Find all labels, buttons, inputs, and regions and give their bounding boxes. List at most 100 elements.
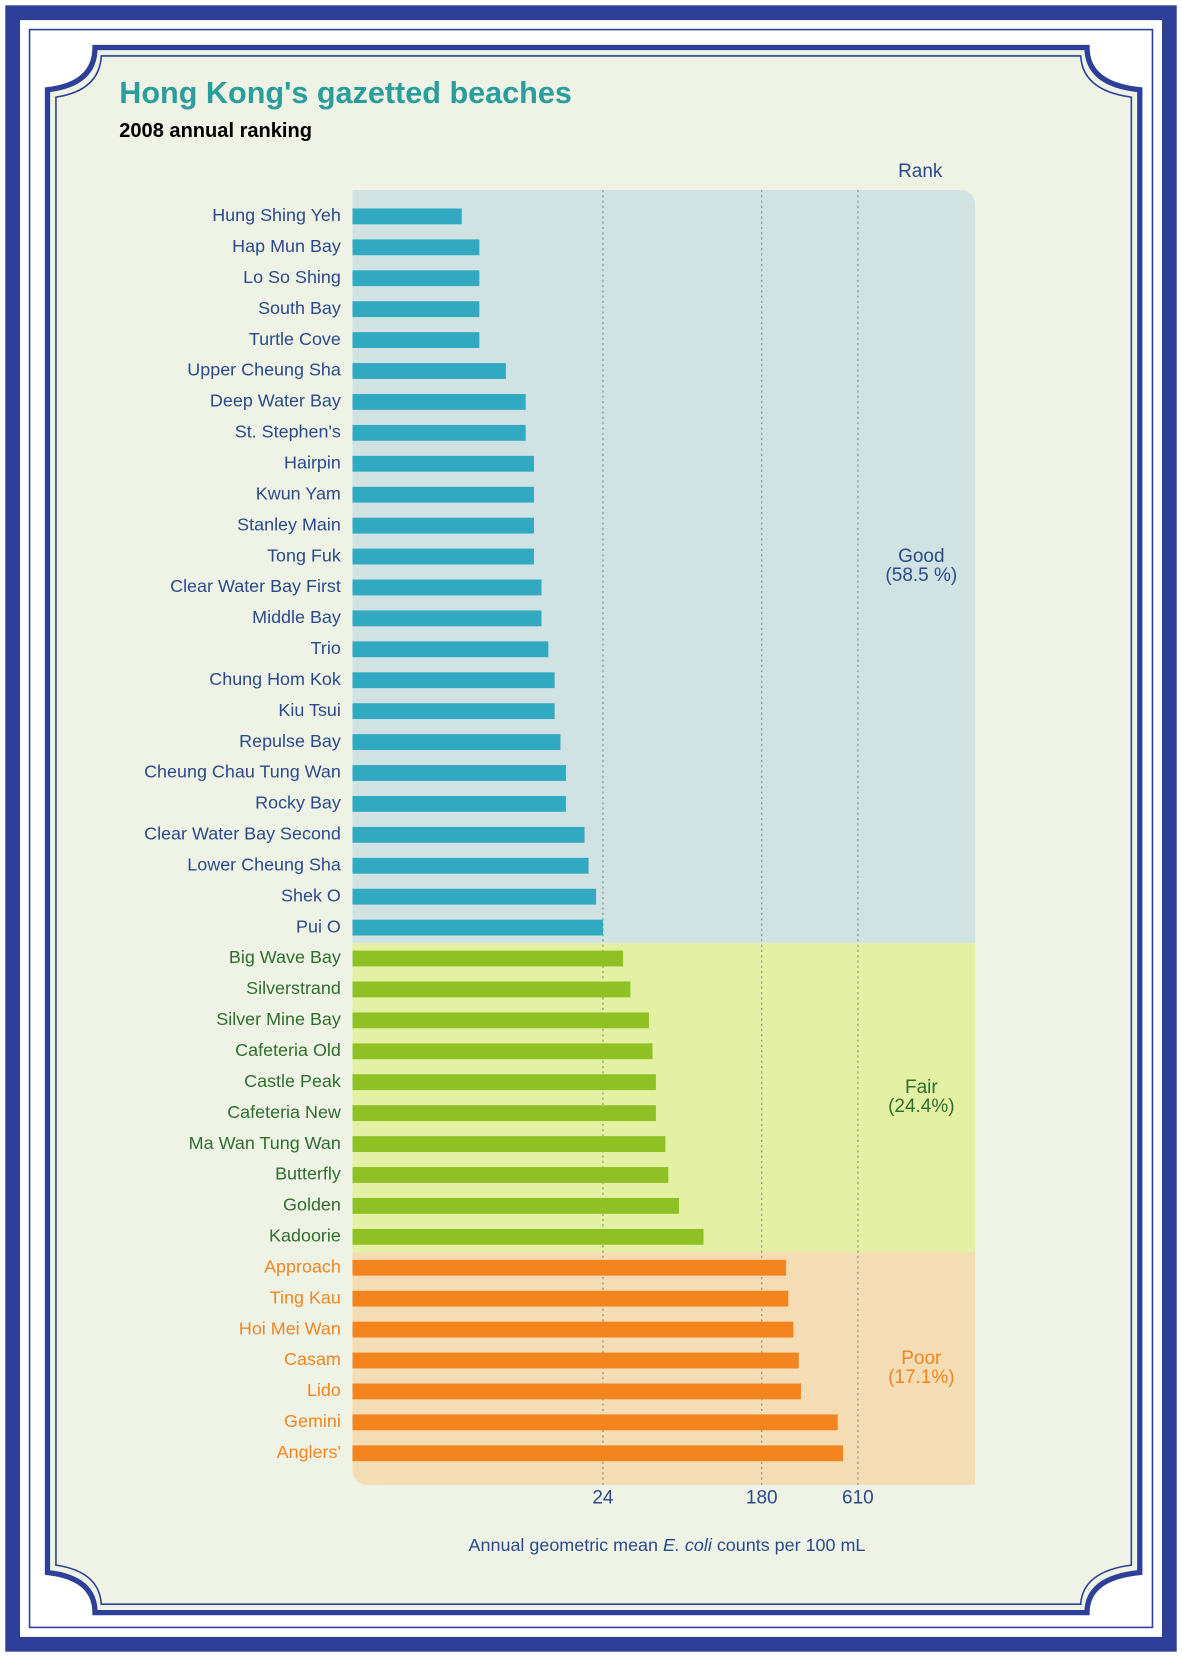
band-share: (58.5 %) <box>885 565 957 586</box>
bar <box>352 641 549 658</box>
category-label: Ting Kau <box>270 1287 341 1307</box>
bar <box>352 455 534 472</box>
category-label: Hap Mun Bay <box>232 236 341 256</box>
category-label: Ma Wan Tung Wan <box>189 1133 341 1153</box>
category-label: Tong Fuk <box>267 545 341 565</box>
category-label: Lower Cheung Sha <box>187 854 341 874</box>
x-axis-label: Annual geometric mean E. coli counts per… <box>469 1535 866 1555</box>
category-label: Cafeteria Old <box>235 1040 341 1060</box>
category-label: Kiu Tsui <box>278 700 340 720</box>
category-label: Kadoorie <box>269 1226 341 1246</box>
category-label: Kwun Yam <box>256 483 341 503</box>
category-label: Big Wave Bay <box>229 947 341 967</box>
bar <box>352 1321 794 1338</box>
category-label: Golden <box>283 1195 341 1215</box>
bar <box>352 1290 789 1307</box>
bar <box>352 919 603 936</box>
category-label: South Bay <box>258 298 341 318</box>
category-label: Hoi Mei Wan <box>239 1318 341 1338</box>
bar <box>352 734 561 750</box>
bar <box>352 579 542 596</box>
bar <box>352 1074 656 1091</box>
bar <box>352 950 624 967</box>
bar <box>352 857 589 874</box>
category-band <box>352 190 976 944</box>
category-label: St. Stephen's <box>235 422 341 442</box>
x-tick-label: 24 <box>592 1488 613 1509</box>
bar <box>352 795 566 812</box>
bar <box>352 703 555 720</box>
outer-frame <box>5 5 1177 1652</box>
bar <box>352 981 631 998</box>
bar <box>352 270 480 287</box>
bar <box>352 332 480 348</box>
category-label: Silverstrand <box>246 978 341 998</box>
x-axis-label-part: E. coli <box>663 1535 713 1555</box>
bar <box>352 239 480 256</box>
bar <box>352 548 534 565</box>
x-tick-label: 180 <box>746 1488 778 1509</box>
scalloped-border-inner <box>55 55 1133 1605</box>
category-label: Castle Peak <box>244 1071 341 1091</box>
bar <box>352 424 526 441</box>
bar <box>352 301 480 318</box>
category-label: Cafeteria New <box>227 1102 341 1122</box>
category-label: Shek O <box>281 885 341 905</box>
category-label: Clear Water Bay Second <box>144 824 341 844</box>
category-label: Butterfly <box>275 1164 341 1184</box>
bar <box>352 1012 649 1029</box>
bar <box>352 208 462 225</box>
band-label: Poor <box>901 1348 941 1369</box>
category-label: Approach <box>264 1256 341 1276</box>
x-axis-label-part: counts per 100 mL <box>712 1535 866 1555</box>
bar <box>352 1259 787 1276</box>
category-label: Deep Water Bay <box>210 391 341 411</box>
bar <box>352 672 555 689</box>
category-label: Casam <box>284 1349 341 1369</box>
bar <box>352 1167 669 1183</box>
bar <box>352 1105 656 1122</box>
category-label: Gemini <box>284 1411 341 1431</box>
inner-frame <box>28 28 1154 1629</box>
bar <box>352 517 534 534</box>
bar <box>352 486 534 503</box>
x-tick-label: 610 <box>842 1488 874 1509</box>
category-label: Hairpin <box>284 453 341 473</box>
bar <box>352 1414 838 1431</box>
category-label: Cheung Chau Tung Wan <box>144 762 341 782</box>
bar <box>352 363 506 379</box>
bar <box>352 1228 704 1245</box>
category-label: Pui O <box>296 916 341 936</box>
category-label: Silver Mine Bay <box>216 1009 341 1029</box>
category-label: Lo So Shing <box>243 267 341 287</box>
bar <box>352 765 566 781</box>
bar <box>352 394 526 410</box>
bar <box>352 610 542 627</box>
category-label: Repulse Bay <box>239 731 341 751</box>
category-label: Chung Hom Kok <box>209 669 341 689</box>
category-label: Stanley Main <box>237 514 341 534</box>
category-label: Clear Water Bay First <box>170 576 341 596</box>
category-label: Middle Bay <box>252 607 341 627</box>
band-label: Good <box>898 546 944 567</box>
bar <box>352 1136 666 1152</box>
category-label: Anglers' <box>277 1442 341 1462</box>
bar <box>352 1445 844 1462</box>
bar <box>352 1043 653 1060</box>
bar <box>352 1197 680 1214</box>
chart-title: Hong Kong's gazetted beaches <box>119 76 572 110</box>
band-share: (24.4%) <box>888 1096 954 1117</box>
band-label: Fair <box>905 1077 938 1098</box>
rank-label: Rank <box>898 161 943 182</box>
category-label: Hung Shing Yeh <box>212 205 341 225</box>
category-label: Trio <box>311 638 341 658</box>
category-label: Lido <box>307 1380 341 1400</box>
bar <box>352 1383 801 1400</box>
bar <box>352 1352 799 1369</box>
chart-subtitle: 2008 annual ranking <box>119 120 312 142</box>
band-share: (17.1%) <box>888 1367 954 1388</box>
category-label: Turtle Cove <box>249 329 341 349</box>
category-label: Upper Cheung Sha <box>187 360 341 380</box>
